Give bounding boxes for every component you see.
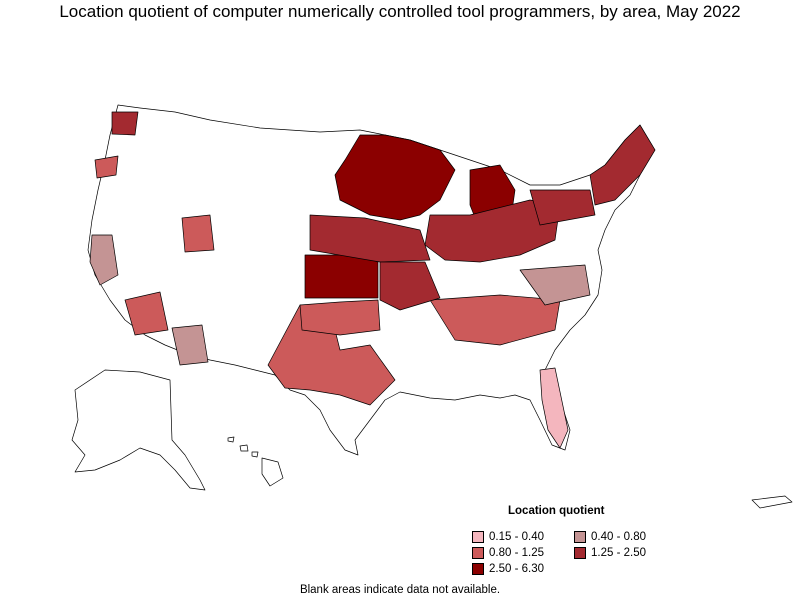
legend-item-5: 2.50 - 6.30 [472,562,544,576]
region-southern-arizona [171,324,209,366]
region-missouri [379,261,441,311]
footnote: Blank areas indicate data not available. [299,584,501,596]
region-oklahoma [299,299,381,336]
legend-title: Location quotient [508,505,605,517]
legend-item-2: 0.40 - 0.80 [574,530,646,544]
region-oregon [94,155,119,179]
region-pennsylvania [529,189,596,226]
legend-item-3: 0.80 - 1.25 [472,546,544,560]
legend-swatch-4 [574,547,586,559]
region-arizona [124,291,169,336]
region-carolinas [519,264,591,306]
legend-swatch-1 [472,531,484,543]
region-california [89,234,119,286]
legend-label-3: 0.80 - 1.25 [489,547,544,559]
legend-item-4: 1.25 - 2.50 [574,546,646,560]
legend-label-2: 0.40 - 0.80 [591,531,646,543]
legend-label-1: 0.15 - 0.40 [489,531,544,543]
map-title: Location quotient of computer numericall… [59,2,741,21]
legend-item-1: 0.15 - 0.40 [472,530,544,544]
legend-swatch-5 [472,563,484,575]
region-ohio-valley [424,199,561,263]
legend-label-4: 1.25 - 2.50 [591,547,646,559]
region-florida [539,367,569,449]
legend-label-5: 2.50 - 6.30 [489,563,544,575]
region-utah [181,214,215,253]
region-new-england [589,124,656,206]
legend-swatch-3 [472,547,484,559]
region-kansas [304,254,379,299]
hawaii-islands [227,436,284,487]
puerto-rico-outline [751,495,793,509]
region-upper-midwest [334,134,456,221]
region-washington [111,111,139,136]
legend-swatch-2 [574,531,586,543]
alaska-outline [71,369,206,491]
region-southeast [429,294,561,346]
region-plains [309,214,431,263]
